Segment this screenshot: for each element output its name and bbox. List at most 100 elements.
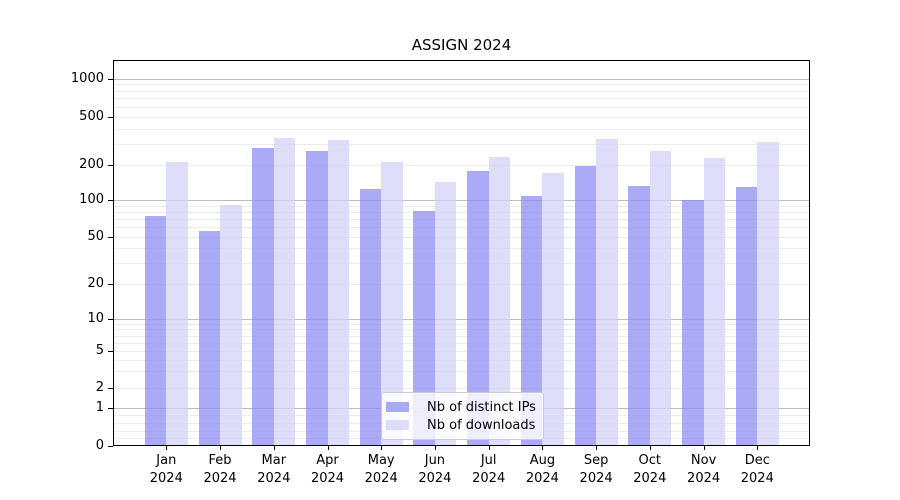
gridline-minor <box>114 335 809 337</box>
gridline-minor <box>114 84 809 86</box>
x-tick <box>434 446 436 450</box>
gridline-minor <box>114 248 809 250</box>
gridline-minor <box>114 211 809 213</box>
x-tick-label-feb: Feb 2024 <box>203 453 237 486</box>
x-tick <box>327 446 329 450</box>
gridline-minor <box>114 351 809 352</box>
bar-distinct-ips-jan <box>144 215 167 445</box>
x-tick-label-dec: Dec 2024 <box>740 453 774 486</box>
y-tick-label: 100 <box>79 192 104 207</box>
y-tick-label: 20 <box>87 276 104 291</box>
x-tick-label-jun: Jun 2024 <box>418 453 452 486</box>
chart-title: ASSIGN 2024 <box>411 36 512 54</box>
legend: Nb of distinct IPs Nb of downloads <box>381 392 544 440</box>
x-tick <box>220 446 221 450</box>
legend-swatch-downloads <box>386 420 409 430</box>
gridline-minor <box>114 90 809 92</box>
x-tick <box>381 446 383 450</box>
bar-distinct-ips-oct <box>628 186 650 445</box>
gridline-minor <box>114 165 809 166</box>
y-tick <box>108 200 113 201</box>
gridline-minor <box>114 205 809 207</box>
gridline-minor <box>114 284 809 285</box>
bar-downloads-jul <box>488 157 511 445</box>
bar-downloads-apr <box>327 140 349 445</box>
x-tick <box>757 446 759 450</box>
bar-distinct-ips-nov <box>682 199 704 445</box>
legend-item-downloads: Nb of downloads <box>386 416 537 434</box>
bar-downloads-mar <box>273 137 296 445</box>
gridline-minor <box>114 143 809 145</box>
x-tick <box>488 446 490 450</box>
gridline-major <box>114 319 809 320</box>
bar-downloads-sep <box>596 139 618 445</box>
gridline-minor <box>114 359 809 361</box>
gridline-minor <box>114 323 809 325</box>
y-tick-label: 2 <box>95 379 104 395</box>
y-tick <box>108 446 113 447</box>
gridline-minor <box>114 128 809 130</box>
x-tick-label-jul: Jul 2024 <box>472 453 506 486</box>
legend-swatch-distinct-ips <box>386 402 409 412</box>
x-tick-label-may: May 2024 <box>364 453 398 486</box>
y-tick-label: 5 <box>95 343 104 358</box>
gridline-minor <box>114 342 809 344</box>
bar-distinct-ips-jun <box>413 210 435 445</box>
plot-area <box>113 60 810 446</box>
bar-distinct-ips-jul <box>467 171 489 445</box>
x-tick <box>166 446 168 450</box>
bar-downloads-oct <box>649 150 672 445</box>
x-tick <box>596 446 598 450</box>
gridline-minor <box>114 263 809 265</box>
y-tick <box>108 237 113 238</box>
x-tick-label-apr: Apr 2024 <box>310 453 345 486</box>
y-tick <box>108 284 113 285</box>
gridline-minor <box>114 237 809 238</box>
x-tick-label-nov: Nov 2024 <box>687 453 721 486</box>
bar-distinct-ips-may <box>359 189 382 445</box>
y-tick <box>108 351 113 352</box>
bar-distinct-ips-feb <box>198 231 220 445</box>
y-tick-label: 200 <box>79 157 104 172</box>
bar-distinct-ips-aug <box>520 195 543 445</box>
gridline-minor <box>114 329 809 331</box>
gridline-major <box>114 78 809 80</box>
bar-downloads-may <box>381 162 403 445</box>
gridline-minor <box>114 106 809 108</box>
bar-distinct-ips-apr <box>306 150 328 445</box>
x-tick <box>649 446 651 450</box>
y-tick-label: 500 <box>79 109 104 124</box>
legend-item-distinct-ips: Nb of distinct IPs <box>386 398 537 416</box>
gridline-major <box>114 200 809 201</box>
y-tick-label: 1000 <box>70 70 104 86</box>
gridline-minor <box>114 387 809 389</box>
x-tick <box>542 446 544 450</box>
bar-downloads-nov <box>703 158 726 445</box>
y-tick-label: 50 <box>87 229 104 244</box>
x-tick-label-oct: Oct 2024 <box>633 453 667 486</box>
y-tick-label: 0 <box>95 438 104 453</box>
bar-downloads-jan <box>166 162 188 445</box>
bar-distinct-ips-dec <box>735 186 758 445</box>
legend-label-distinct-ips: Nb of distinct IPs <box>427 399 536 415</box>
bar-downloads-jun <box>434 181 457 445</box>
x-tick-label-sep: Sep 2024 <box>579 453 613 486</box>
gridline-minor <box>114 117 809 118</box>
bar-distinct-ips-mar <box>252 148 274 445</box>
bar-downloads-dec <box>757 142 779 445</box>
gridline-minor <box>114 371 809 373</box>
y-tick <box>108 387 113 389</box>
bar-downloads-aug <box>542 173 564 445</box>
bar-distinct-ips-sep <box>574 166 597 445</box>
y-tick <box>108 78 113 80</box>
y-tick <box>108 407 113 409</box>
x-tick-label-jan: Jan 2024 <box>149 453 183 486</box>
x-tick-label-aug: Aug 2024 <box>525 453 559 486</box>
legend-label-downloads: Nb of downloads <box>427 417 536 433</box>
x-tick <box>703 446 705 450</box>
gridline-minor <box>114 98 809 100</box>
gridline-minor <box>114 227 809 229</box>
y-tick-label: 10 <box>87 311 104 326</box>
y-tick-label: 1 <box>95 399 104 415</box>
